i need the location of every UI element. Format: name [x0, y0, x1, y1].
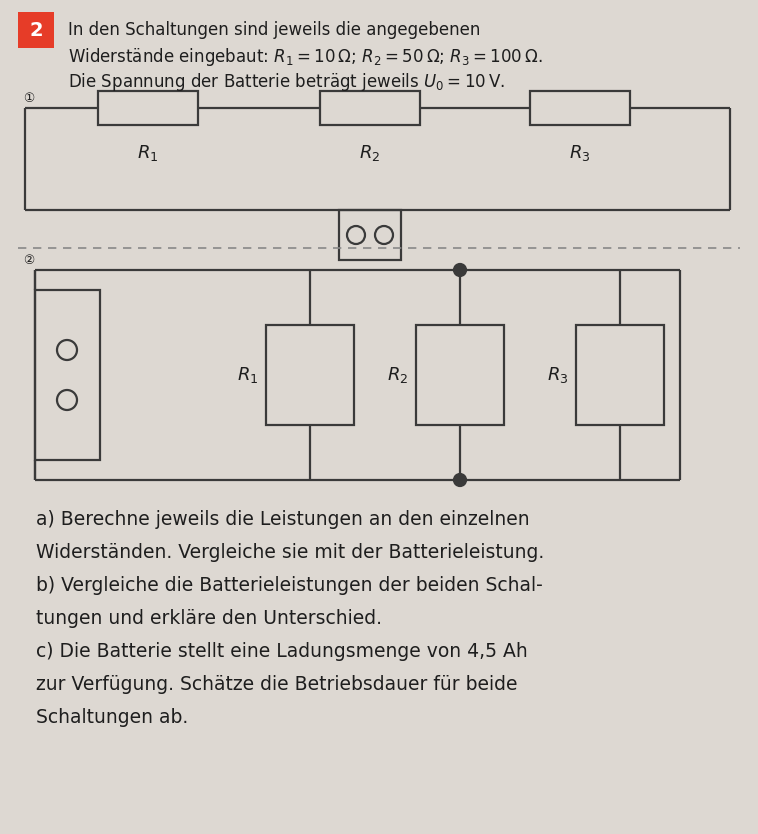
Circle shape: [454, 474, 466, 486]
Text: Widerstände eingebaut: $R_1$ = 10 Ω; $R_2$ = 50 Ω; $R_3$ = 100 Ω.: Widerstände eingebaut: $R_1$ = 10 Ω; $R_…: [68, 46, 543, 68]
Bar: [320, 91, 420, 125]
Text: $R_1$: $R_1$: [236, 365, 258, 385]
Bar: [416, 325, 504, 425]
Text: Die Spannung der Batterie beträgt jeweils $U_0$ = 10 V.: Die Spannung der Batterie beträgt jeweil…: [68, 71, 506, 93]
Text: a) Berechne jeweils die Leistungen an den einzelnen: a) Berechne jeweils die Leistungen an de…: [30, 510, 530, 529]
Text: $R_2$: $R_2$: [359, 143, 381, 163]
Bar: [339, 210, 401, 260]
FancyBboxPatch shape: [18, 12, 54, 48]
Text: ①: ①: [23, 92, 34, 105]
Text: Schaltungen ab.: Schaltungen ab.: [30, 708, 188, 727]
Bar: [266, 325, 354, 425]
Text: zur Verfügung. Schätze die Betriebsdauer für beide: zur Verfügung. Schätze die Betriebsdauer…: [30, 675, 518, 694]
Text: c) Die Batterie stellt eine Ladungsmenge von 4,5 Ah: c) Die Batterie stellt eine Ladungsmenge…: [30, 642, 528, 661]
Text: In den Schaltungen sind jeweils die angegebenen: In den Schaltungen sind jeweils die ange…: [68, 21, 481, 39]
Text: $R_3$: $R_3$: [547, 365, 568, 385]
Text: b) Vergleiche die Batterieleistungen der beiden Schal-: b) Vergleiche die Batterieleistungen der…: [30, 576, 543, 595]
Bar: [98, 91, 198, 125]
Text: tungen und erkläre den Unterschied.: tungen und erkläre den Unterschied.: [30, 609, 382, 628]
Bar: [35, 290, 100, 460]
Text: 2: 2: [30, 21, 42, 39]
Circle shape: [454, 264, 466, 276]
Text: $R_2$: $R_2$: [387, 365, 408, 385]
Text: $R_1$: $R_1$: [137, 143, 158, 163]
Text: ②: ②: [23, 254, 34, 267]
Bar: [576, 325, 664, 425]
Bar: [530, 91, 630, 125]
Text: $R_3$: $R_3$: [569, 143, 590, 163]
Text: Widerständen. Vergleiche sie mit der Batterieleistung.: Widerständen. Vergleiche sie mit der Bat…: [30, 543, 544, 562]
